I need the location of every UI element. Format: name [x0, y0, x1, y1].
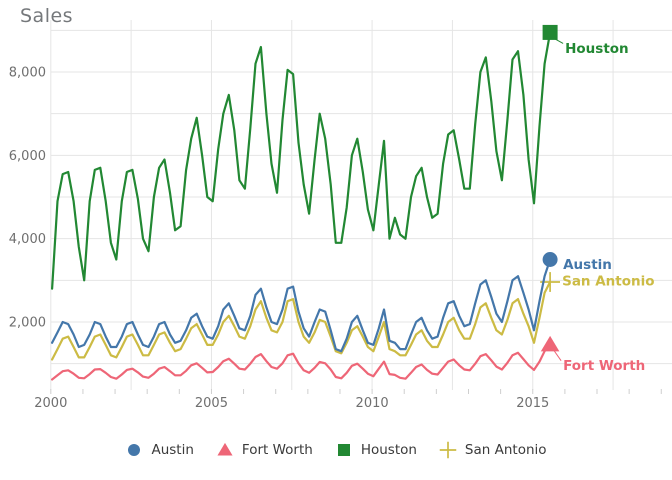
legend-label: Austin	[151, 442, 194, 458]
legend-marker-houston	[337, 444, 350, 456]
series-end-label-fort-worth: Fort Worth	[563, 358, 645, 374]
legend-marker-austin	[128, 444, 141, 456]
chart-title: Sales	[20, 5, 74, 27]
x-axis-tick-label: 2000	[34, 396, 67, 411]
end-label-connector-houston	[553, 37, 564, 44]
x-axis-tick-label: 2005	[195, 396, 228, 411]
series-line-fort-worth	[50, 343, 552, 381]
y-axis-tick-label: 6,000	[9, 149, 46, 164]
legend-triangle-icon	[217, 442, 233, 456]
legend-marker-san-antonio	[439, 441, 457, 459]
legend-item-san-antonio[interactable]: San Antonio	[439, 441, 547, 459]
legend-item-austin[interactable]: Austin	[125, 441, 194, 459]
series-end-marker-houston	[542, 24, 558, 40]
series-end-label-san-antonio: San Antonio	[562, 274, 654, 290]
x-axis-tick-label: 2010	[356, 396, 389, 411]
x-axis-minor-ticks	[50, 389, 662, 394]
legend-item-fort-worth[interactable]: Fort Worth	[216, 441, 313, 459]
series-line-san-antonio	[50, 280, 552, 361]
series-line-austin	[50, 258, 552, 353]
series-end-label-houston: Houston	[565, 41, 629, 57]
y-axis-tick-label: 4,000	[9, 232, 46, 247]
series-line-houston	[50, 31, 552, 290]
legend-label: Houston	[360, 442, 417, 458]
legend-item-houston[interactable]: Houston	[335, 441, 417, 459]
legend: Austin Fort Worth Houston San Antonio	[0, 441, 672, 459]
series-end-label-austin: Austin	[563, 257, 612, 273]
x-axis-tick-label: 2015	[516, 396, 549, 411]
y-axis-tick-label: 2,000	[9, 316, 46, 331]
end-label-connector-fort-worth	[553, 350, 562, 361]
legend-plus-icon	[439, 441, 457, 459]
series-end-marker-austin	[542, 252, 558, 267]
legend-label: San Antonio	[464, 442, 547, 458]
legend-label: Fort Worth	[241, 442, 313, 458]
legend-square-icon	[337, 444, 350, 456]
series-end-marker-fort-worth	[540, 335, 560, 352]
legend-marker-fort-worth	[217, 442, 233, 456]
legend-circle-icon	[128, 444, 141, 456]
y-axis-tick-label: 8,000	[9, 66, 46, 81]
